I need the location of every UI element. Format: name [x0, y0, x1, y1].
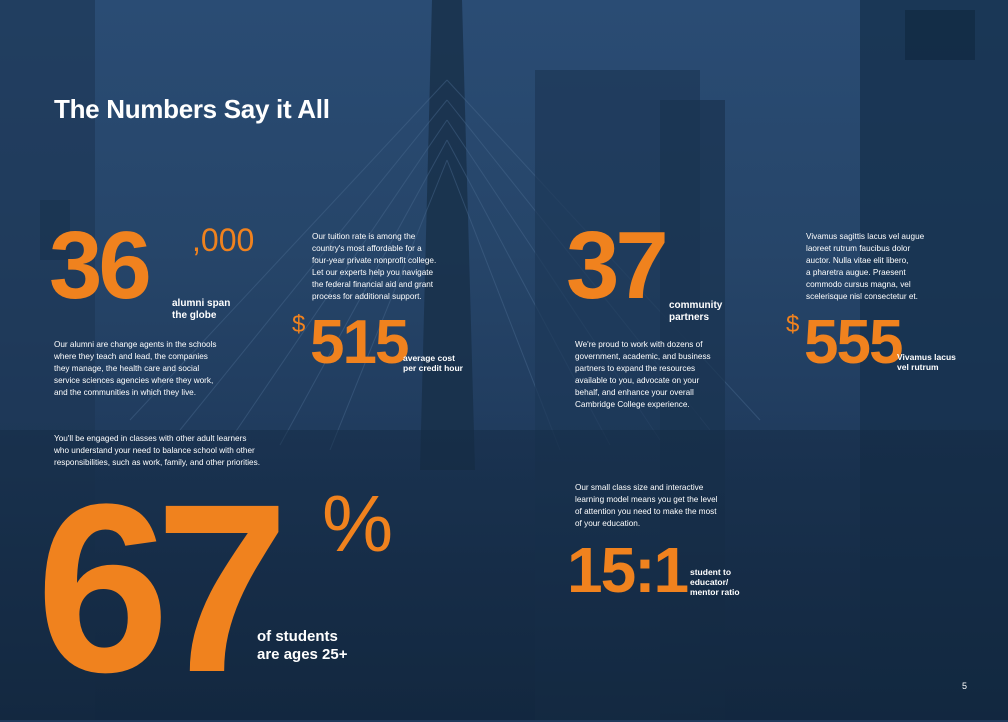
alumni-label: alumni span the globe [172, 298, 231, 321]
ratio-intro: Our small class size and interactive lea… [575, 483, 718, 529]
adult-learners-intro: You'll be engaged in classes with other … [54, 434, 260, 468]
adult-learners-suffix: % [322, 479, 394, 568]
tuition-intro: Our tuition rate is among the country's … [312, 232, 437, 302]
partners-label: community partners [669, 300, 723, 323]
partners-description: We're proud to work with dozens of gover… [575, 340, 711, 410]
tuition-label: average cost per credit hour [403, 353, 463, 374]
alumni-description: Our alumni are change agents in the scho… [54, 340, 217, 398]
ratio-number: 15:1 [567, 534, 689, 606]
partners-number: 37 [566, 212, 669, 319]
placeholder-number: 555 [804, 308, 903, 377]
placeholder-label: Vivamus lacus vel rutrum [897, 352, 956, 373]
tuition-number: 515 [310, 308, 409, 377]
alumni-number-suffix: ,000 [192, 222, 255, 258]
placeholder-currency: $ [786, 311, 800, 338]
placeholder-intro: Vivamus sagittis lacus vel augue laoreet… [806, 232, 925, 302]
adult-learners-label: of students are ages 25+ [257, 628, 348, 663]
adult-learners-number: 67 [36, 454, 289, 722]
tuition-currency: $ [292, 311, 306, 338]
ratio-label: student to educator/ mentor ratio [690, 567, 740, 598]
alumni-number: 36 [49, 212, 152, 319]
page-number: 5 [962, 681, 968, 691]
page-title: The Numbers Say it All [54, 94, 330, 124]
